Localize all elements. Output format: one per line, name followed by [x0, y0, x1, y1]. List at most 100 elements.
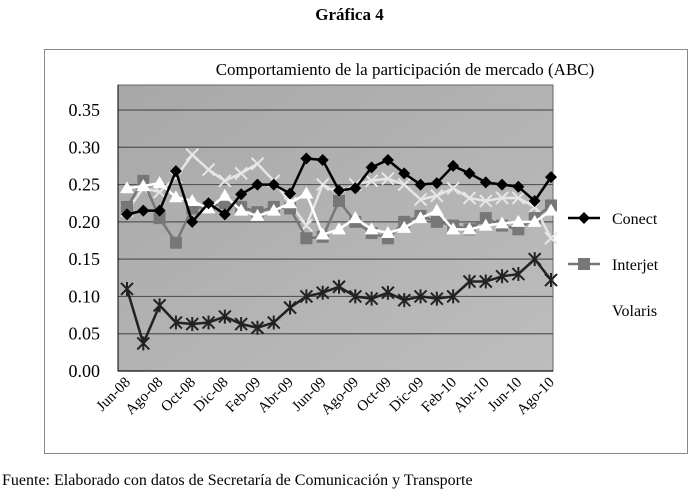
- x-marker: [201, 162, 216, 177]
- diamond-marker: [333, 184, 345, 197]
- asterisk-marker: [201, 315, 216, 330]
- diamond-marker: [251, 178, 264, 191]
- y-tick-label: 0.35: [69, 100, 101, 120]
- x-marker: [413, 192, 428, 207]
- x-tick-label: Ago-10: [514, 375, 558, 419]
- x-tick-label: Oct-09: [354, 375, 395, 416]
- x-tick-label: Ago-09: [318, 375, 362, 419]
- triangle-marker: [527, 214, 542, 227]
- diamond-marker: [447, 159, 460, 172]
- y-tick-label: 0.25: [69, 175, 101, 195]
- triangle-marker: [234, 203, 249, 216]
- x-tick-label: Dic-08: [191, 375, 232, 416]
- asterisk-marker: [315, 285, 330, 300]
- asterisk-marker: [364, 291, 379, 306]
- triangle-marker: [577, 303, 591, 315]
- y-tick-label: 0.20: [69, 212, 101, 232]
- asterisk-marker: [169, 315, 183, 330]
- x-tick-label: Ago-08: [123, 375, 167, 419]
- asterisk-marker: [185, 317, 199, 332]
- diamond-marker: [316, 153, 329, 166]
- x-marker: [381, 171, 395, 186]
- square-marker: [578, 258, 590, 270]
- x-marker: [397, 177, 411, 192]
- triangle-marker: [185, 193, 200, 206]
- triangle-marker: [250, 208, 265, 221]
- asterisk-marker: [120, 281, 134, 296]
- asterisk-marker: [544, 273, 558, 288]
- chart-title: Comportamiento de la participación de me…: [216, 60, 595, 79]
- triangle-marker: [511, 214, 526, 227]
- asterisk-marker: [511, 267, 526, 282]
- x-marker: [218, 174, 232, 188]
- x-marker: [511, 191, 526, 205]
- asterisk-marker: [348, 289, 363, 304]
- triangle-marker: [120, 181, 134, 194]
- asterisk-marker: [462, 274, 477, 289]
- asterisk-marker: [479, 274, 493, 289]
- diamond-marker: [430, 177, 443, 190]
- triangle-marker: [364, 222, 379, 235]
- asterisk-marker: [332, 279, 346, 294]
- triangle-marker: [397, 220, 412, 233]
- source-note: Fuente: Elaborado con datos de Secretarí…: [2, 472, 473, 489]
- x-marker: [446, 181, 460, 196]
- diamond-marker: [398, 167, 411, 180]
- asterisk-marker: [413, 289, 428, 304]
- triangle-marker: [462, 222, 477, 235]
- asterisk-marker: [152, 298, 167, 313]
- diamond-marker: [284, 187, 297, 200]
- square-marker: [169, 236, 182, 249]
- diamond-marker: [349, 182, 362, 195]
- triangle-marker: [544, 203, 558, 216]
- asterisk-marker: [527, 252, 542, 267]
- triangle-marker: [332, 222, 346, 235]
- diamond-marker: [300, 152, 313, 165]
- triangle-marker: [283, 196, 298, 209]
- x-marker: [234, 166, 248, 181]
- asterisk-marker: [430, 291, 444, 306]
- triangle-marker: [413, 211, 428, 224]
- figure-title: Gráfica 4: [315, 5, 384, 24]
- diamond-marker: [186, 215, 199, 228]
- diamond-marker: [381, 153, 394, 166]
- x-tick-label: Abr-09: [255, 375, 297, 417]
- x-marker: [315, 177, 330, 192]
- diamond-marker: [414, 178, 427, 191]
- square-marker: [333, 194, 345, 207]
- diamond-marker: [121, 208, 133, 221]
- diamond-marker: [528, 194, 541, 207]
- asterisk-marker: [381, 285, 395, 300]
- y-tick-label: 0.00: [69, 361, 101, 381]
- x-tick-label: Abr-10: [451, 375, 493, 417]
- x-marker: [495, 191, 509, 205]
- diamond-marker: [479, 176, 492, 189]
- legend-label: Conect: [612, 211, 658, 228]
- x-marker: [462, 191, 477, 205]
- square-marker: [153, 212, 166, 225]
- triangle-marker: [429, 203, 444, 216]
- asterisk-marker: [446, 289, 460, 304]
- triangle-marker: [152, 176, 167, 189]
- diamond-marker: [202, 197, 215, 210]
- diamond-marker: [512, 180, 525, 193]
- triangle-marker: [136, 179, 151, 192]
- diamond-marker: [578, 212, 590, 224]
- triangle-marker: [217, 188, 232, 201]
- x-marker: [250, 156, 265, 171]
- triangle-marker: [315, 227, 330, 240]
- x-marker: [185, 148, 199, 162]
- triangle-marker: [478, 218, 493, 231]
- asterisk-marker: [397, 293, 411, 308]
- x-marker: [544, 231, 558, 245]
- triangle-marker: [348, 211, 363, 224]
- triangle-marker: [168, 190, 183, 203]
- x-tick-label: Oct-08: [158, 375, 199, 416]
- diamond-marker: [218, 208, 231, 221]
- x-tick-label: Dic-09: [387, 375, 428, 416]
- asterisk-marker: [299, 289, 314, 304]
- square-marker: [300, 232, 313, 245]
- diamond-marker: [153, 204, 166, 217]
- x-marker: [479, 194, 493, 208]
